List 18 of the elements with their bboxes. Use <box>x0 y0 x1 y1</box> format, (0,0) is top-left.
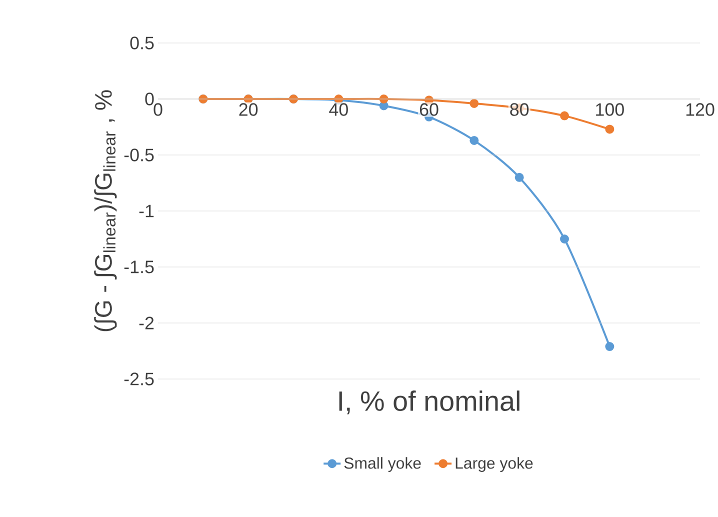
x-tick-label: 120 <box>686 103 714 116</box>
x-tick-label: 60 <box>420 103 438 116</box>
y-tick-label: -2.5 <box>124 372 154 386</box>
x-tick-label: 0 <box>154 103 162 116</box>
y-tick-label: -0.5 <box>124 148 154 162</box>
y-axis-title: (∫G - ∫G$_{linear}$)/∫G$_{linear}$ , % <box>94 90 117 332</box>
x-tick-label: 40 <box>329 103 348 116</box>
y-tick-label: -1 <box>139 204 154 218</box>
y-tick-label: 0.5 <box>130 36 154 50</box>
x-axis-title: I, % of nominal <box>339 390 520 414</box>
x-tick-label: 20 <box>239 103 258 116</box>
y-tick-label: -2 <box>139 316 154 330</box>
x-tick-label: 100 <box>596 103 624 116</box>
y-tick-label: -1.5 <box>124 260 154 274</box>
y-tick-label: 0 <box>145 92 154 106</box>
x-tick-label: 80 <box>510 103 529 116</box>
legend-label: Small yoke <box>344 457 421 472</box>
legend-label: Large yoke <box>456 457 533 472</box>
